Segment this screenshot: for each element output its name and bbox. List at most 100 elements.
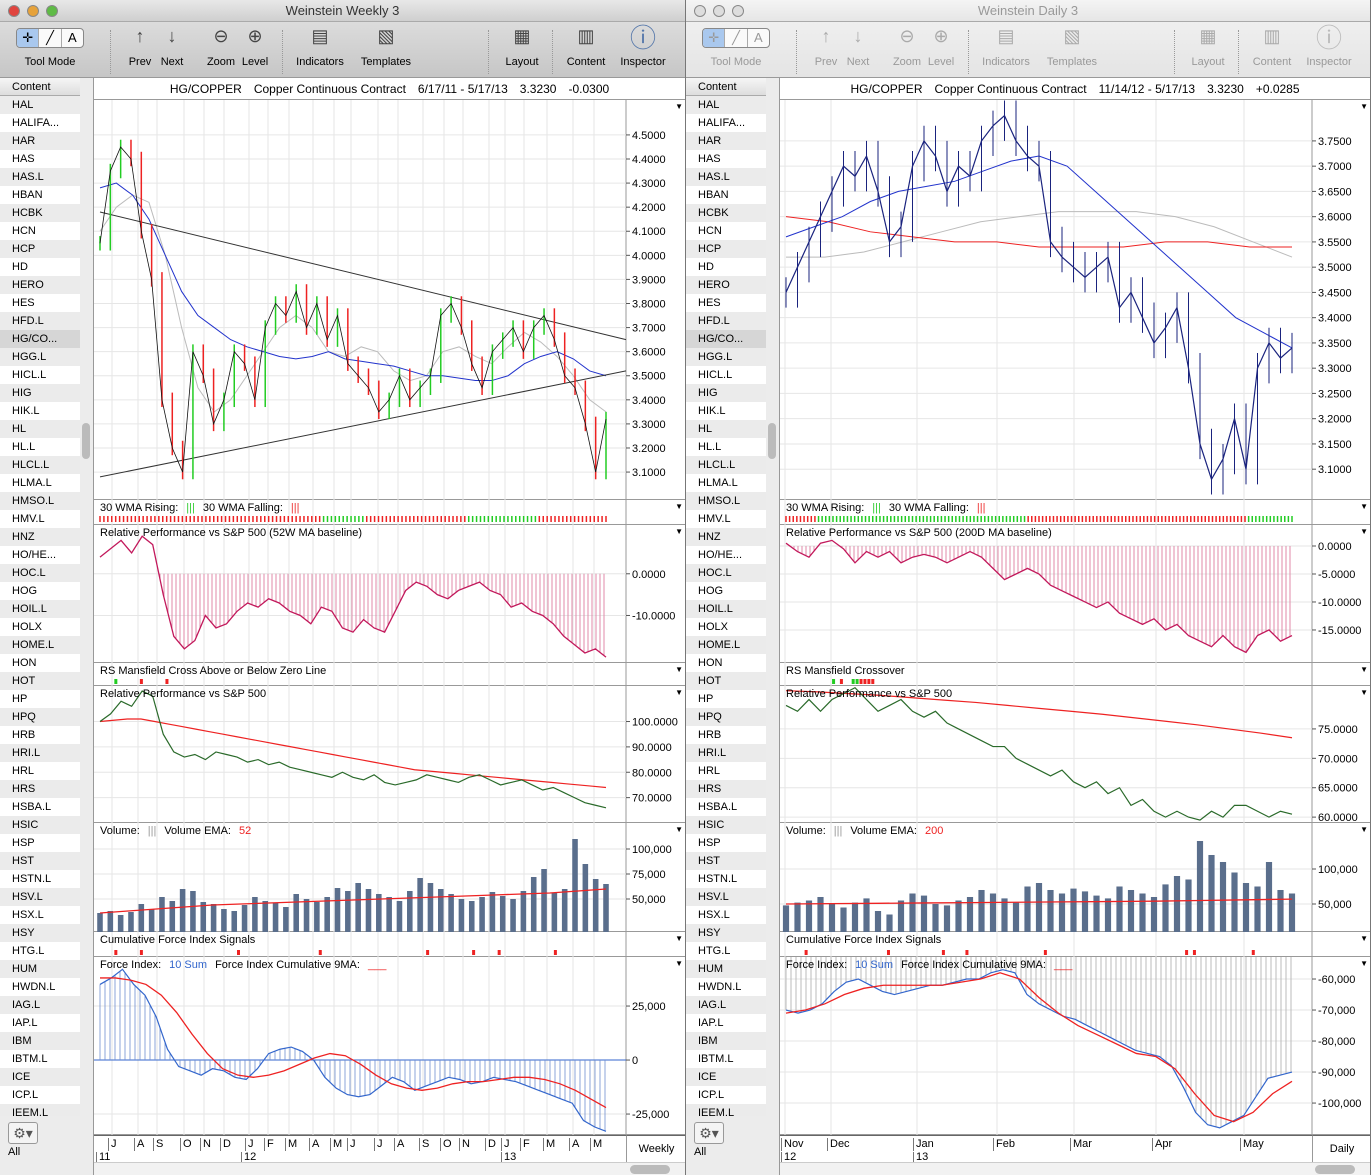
symbol-list-item[interactable]: HICL.L [0,366,80,384]
symbol-list-item[interactable]: HAR [0,132,80,150]
panel-plot[interactable] [780,500,1371,525]
symbol-list-item[interactable]: HSP [0,834,80,852]
symbol-list-item[interactable]: HSX.L [686,906,766,924]
symbol-list-item[interactable]: IEEM.L [0,1104,80,1116]
symbol-list-item[interactable]: HRS [686,780,766,798]
symbol-list-item[interactable]: IBM [0,1032,80,1050]
zoom-out-button[interactable]: ⊖ Zoom [204,22,238,69]
gear-menu-button[interactable]: ⚙▾ [694,1122,724,1144]
layout-button[interactable]: ▦ Layout [1186,22,1230,69]
zoom-in-button[interactable]: ⊕ Level [238,22,272,69]
text-tool-button[interactable]: A [753,30,763,45]
panel-plot[interactable] [780,932,1371,957]
chart-panel-events[interactable]: Cumulative Force Index Signals ▼ [94,932,686,957]
symbol-list-item[interactable]: HCP [686,240,766,258]
tool-mode-segmented[interactable]: ✛ ╱ A [702,28,770,48]
panel-plot[interactable]: 25,000 0 -25,000 [94,957,686,1135]
symbol-list-item[interactable]: HTG.L [686,942,766,960]
horizontal-scrollbar[interactable] [94,1162,685,1175]
inspector-button[interactable]: ⓘ Inspector [1302,22,1356,69]
symbol-list-item[interactable]: HST [0,852,80,870]
chart-panel-hist[interactable]: 0.0000 -10.0000 Relative Performance vs S&… [94,525,685,663]
chart-panel-signal[interactable]: 30 WMA Rising: ||| 30 WMA Falling: ||| ▼ [780,500,1371,525]
symbol-list-item[interactable]: HALIFA... [0,114,80,132]
symbol-list-item[interactable]: HOT [686,672,766,690]
panel-plot[interactable]: 100.0000 90.0000 80.0000 70.0000 [94,686,686,823]
symbol-list-item[interactable]: HSX.L [0,906,80,924]
symbol-list-item[interactable]: HAS [0,150,80,168]
symbol-list-item[interactable]: HLCL.L [0,456,80,474]
symbol-list-item[interactable]: HWDN.L [0,978,80,996]
indicators-button[interactable]: ▤ Indicators [978,22,1034,69]
symbol-list-item[interactable]: HL [0,420,80,438]
symbol-list-item[interactable]: HSBA.L [0,798,80,816]
panel-plot[interactable]: 4.5000 4.4000 4.3000 4.2000 4.1000 4.0000 3.90… [94,100,686,500]
panel-plot[interactable] [94,932,686,957]
symbol-list-item[interactable]: IAG.L [686,996,766,1014]
symbol-list-item[interactable]: HD [686,258,766,276]
symbol-list-item[interactable]: HFD.L [0,312,80,330]
text-tool-button[interactable]: A [67,30,77,45]
symbol-list-item[interactable]: HO/HE... [686,546,766,564]
symbol-list-item[interactable]: HUM [686,960,766,978]
zoom-out-button[interactable]: ⊖ Zoom [890,22,924,69]
symbol-list-item[interactable]: HIG [0,384,80,402]
prev-button[interactable]: ↑ Prev [128,22,152,69]
symbol-list-item[interactable]: HICL.L [686,366,766,384]
symbol-list-item[interactable]: HP [686,690,766,708]
symbol-list-item[interactable]: HLMA.L [0,474,80,492]
symbol-list-item[interactable]: IEEM.L [686,1104,766,1116]
panel-plot[interactable] [94,663,686,686]
content-button[interactable]: ▥ Content [562,22,610,69]
symbol-list-item[interactable]: HMSO.L [0,492,80,510]
symbol-list-item[interactable]: HES [686,294,766,312]
symbol-list-item[interactable]: HAS.L [0,168,80,186]
symbol-list-item[interactable]: HBAN [0,186,80,204]
symbol-list-item[interactable]: HLCL.L [686,456,766,474]
symbol-list-item[interactable]: HRB [0,726,80,744]
symbol-list-item[interactable]: HCBK [0,204,80,222]
chart-panel-line[interactable]: 100.0000 90.0000 80.0000 70.0000 Relative Pe… [94,686,686,823]
symbol-list-item[interactable]: IAP.L [686,1014,766,1032]
symbol-list-item[interactable]: HWDN.L [686,978,766,996]
templates-button[interactable]: ▧ Templates [356,22,416,69]
symbol-list-item[interactable]: HSV.L [686,888,766,906]
symbol-list-item[interactable]: HAL [686,96,766,114]
panel-menu-arrow-icon[interactable]: ▼ [675,934,683,943]
panel-menu-arrow-icon[interactable]: ▼ [675,102,683,111]
symbol-list-item[interactable]: HMV.L [686,510,766,528]
symbol-list-item[interactable]: HRL [686,762,766,780]
symbol-list-item[interactable]: HOLX [686,618,766,636]
panel-plot[interactable]: 100,000 50,000 [780,823,1371,932]
symbol-list-item[interactable]: HBAN [686,186,766,204]
chart-panel-events[interactable]: Cumulative Force Index Signals ▼ [780,932,1371,957]
symbol-list-item[interactable]: HL [686,420,766,438]
symbol-list-item[interactable]: HNZ [686,528,766,546]
content-list-header[interactable]: Content [0,78,80,96]
symbol-list-item[interactable]: HAS [686,150,766,168]
next-button[interactable]: ↓ Next [158,22,186,69]
symbol-list-item[interactable]: HSY [686,924,766,942]
chart-panel-price[interactable]: 3.7500 3.7000 3.6500 3.6000 3.5500 3.5000 3.45… [780,100,1370,500]
symbol-list-item[interactable]: IBM [686,1032,766,1050]
symbol-list-item[interactable]: HSTN.L [0,870,80,888]
close-window-button[interactable] [694,5,706,17]
panel-plot[interactable] [94,500,686,525]
panel-menu-arrow-icon[interactable]: ▼ [675,688,683,697]
crosshair-tool-icon[interactable]: ✛ [17,29,40,47]
symbol-list-item[interactable]: HERO [686,276,766,294]
symbol-list-item[interactable]: HO/HE... [0,546,80,564]
symbol-list-item[interactable]: HIK.L [0,402,80,420]
horizontal-scrollbar[interactable] [780,1162,1370,1175]
symbol-list-item[interactable]: HAL [0,96,80,114]
symbol-list-item[interactable]: HAS.L [686,168,766,186]
chart-panel-hist[interactable]: 0.0000 -5.0000 -10.0000 -15.0000 Relative Pe… [780,525,1370,663]
symbol-list-item[interactable]: HLMA.L [686,474,766,492]
symbol-list-item[interactable]: HD [0,258,80,276]
symbol-list-item[interactable]: HAR [686,132,766,150]
symbol-list-item[interactable]: HSIC [0,816,80,834]
symbol-list-item[interactable]: ICE [686,1068,766,1086]
symbol-list-item[interactable]: HSBA.L [686,798,766,816]
symbol-list-item[interactable]: HOG [0,582,80,600]
panel-menu-arrow-icon[interactable]: ▼ [675,959,683,968]
